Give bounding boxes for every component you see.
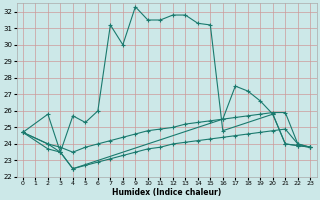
X-axis label: Humidex (Indice chaleur): Humidex (Indice chaleur) — [112, 188, 221, 197]
